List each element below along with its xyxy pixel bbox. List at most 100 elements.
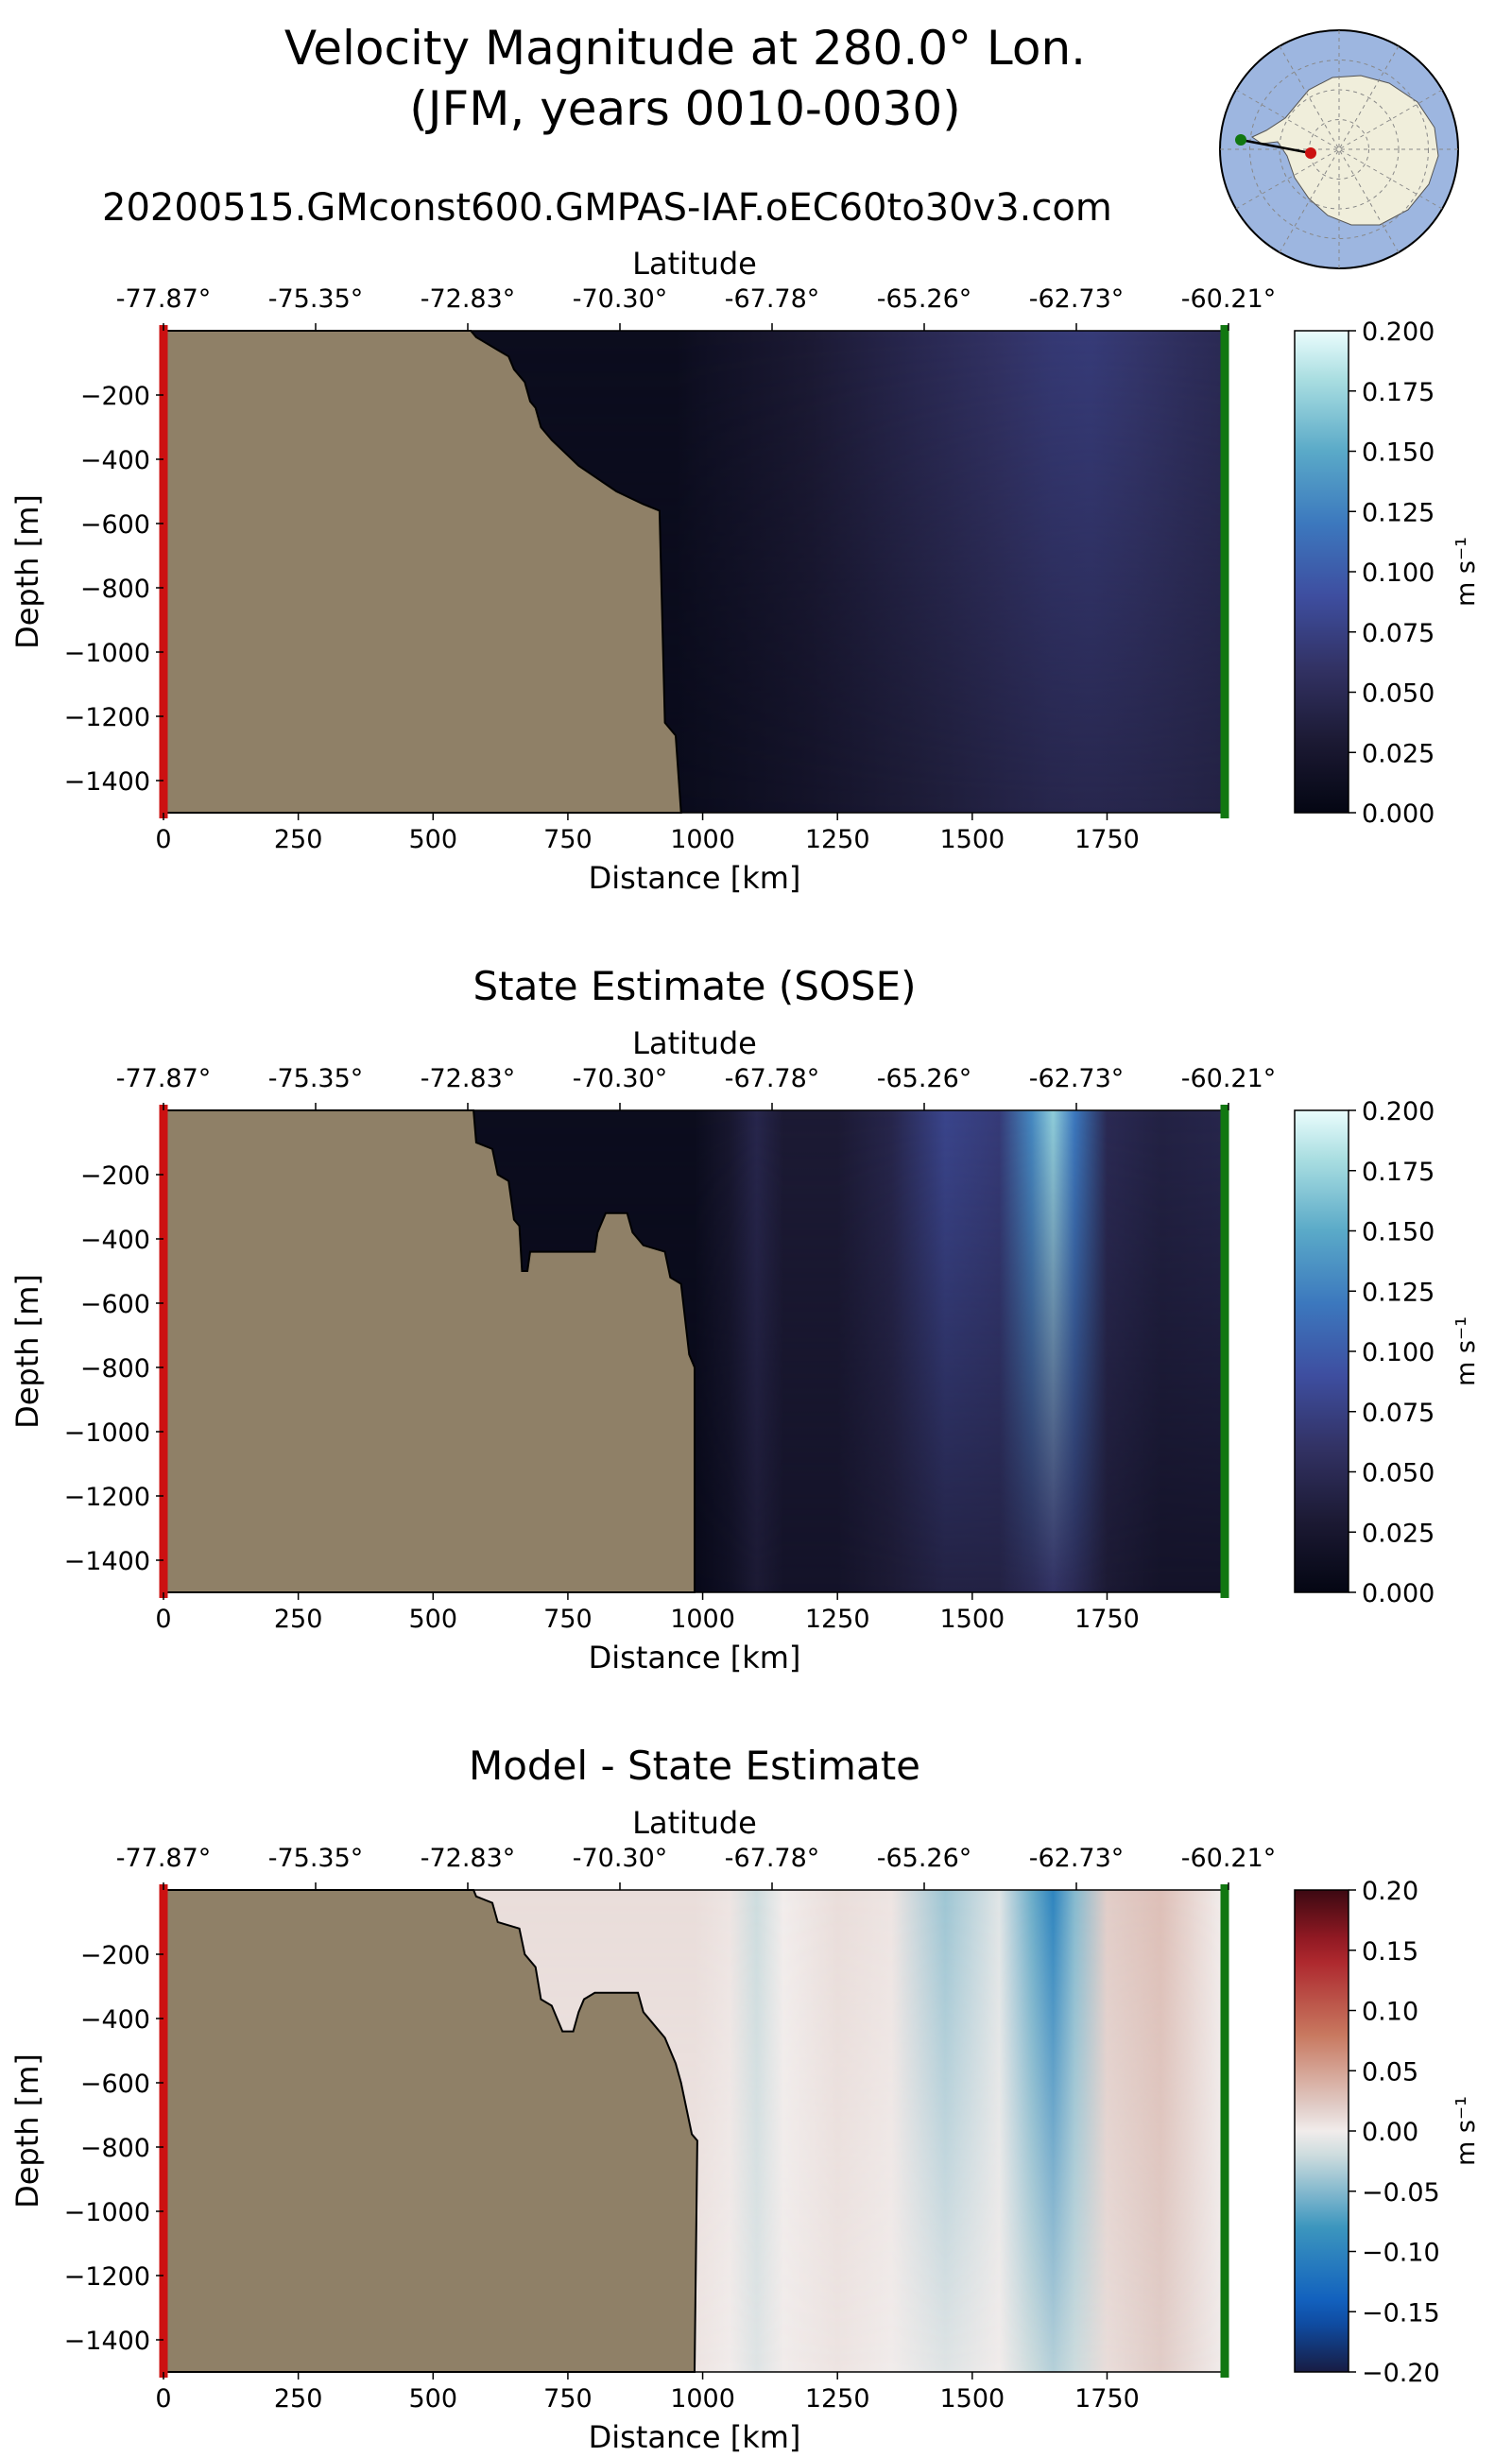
lat-tick-label: -77.87° — [116, 284, 212, 314]
panel-1: 0 250 500 750 1000 1250 1500 1750 Distance [km] -… — [9, 246, 1481, 896]
figure-title-line2: (JFM, years 0010-0030) — [409, 81, 960, 136]
colorbar-tick-label: 0.175 — [1362, 1158, 1435, 1187]
colorbar-tick-label: 0.150 — [1362, 438, 1435, 468]
colorbar — [1294, 1889, 1349, 2373]
y-tick-label: −1400 — [64, 1547, 150, 1576]
lat-tick-label: -72.83° — [421, 284, 516, 314]
x-tick-label: 0 — [155, 825, 171, 854]
inset-section-line — [1240, 138, 1312, 155]
lat-tick-label: -75.35° — [268, 284, 364, 314]
y-tick-label: −400 — [80, 446, 150, 475]
colorbar-tick-label: 0.20 — [1362, 1877, 1418, 1906]
x-tick-label: 1750 — [1074, 1605, 1140, 1634]
panel-2: State Estimate (SOSE) 0 250 500 750 1000 1250 1… — [9, 963, 1481, 1675]
y-tick-label: −400 — [80, 1226, 150, 1255]
y-tick-label: −400 — [80, 2005, 150, 2035]
y-axis-label: Depth [m] — [9, 1274, 45, 1429]
x-axis-label: Distance [km] — [589, 2419, 801, 2455]
x-tick-label: 250 — [274, 825, 323, 854]
x-tick-label: 500 — [409, 1605, 458, 1634]
bathymetry-land — [163, 330, 682, 814]
x-tick-label: 0 — [155, 1605, 171, 1634]
y-tick-label: −600 — [80, 510, 150, 540]
lat-tick-label: -70.30° — [573, 284, 668, 314]
x-axis-label: Distance [km] — [589, 860, 801, 896]
y-tick-label: −1200 — [64, 1483, 150, 1512]
lat-tick-label: -75.35° — [268, 1844, 364, 1873]
colorbar-label: m s⁻¹ — [1452, 537, 1481, 607]
lat-tick-label: -62.73° — [1029, 284, 1125, 314]
figure-title-line1: Velocity Magnitude at 280.0° Lon. — [284, 21, 1086, 76]
panel-3: Model - State Estimate 0 250 500 750 1000 1250… — [9, 1743, 1481, 2455]
lat-tick-label: -65.26° — [877, 1844, 972, 1873]
inset-meridian — [1235, 89, 1443, 210]
x-tick-label: 1500 — [939, 1605, 1005, 1634]
inset-end-marker — [1235, 134, 1246, 146]
x-tick-label: 1000 — [670, 1605, 735, 1634]
colorbar-tick-label: 0.15 — [1362, 1937, 1418, 1967]
y-tick-label: −1000 — [64, 1418, 150, 1448]
colorbar-tick-label: 0.075 — [1362, 619, 1435, 648]
colorbar-tick-label: −0.10 — [1362, 2239, 1440, 2268]
colorbar-tick-label: 0.025 — [1362, 1519, 1435, 1548]
colorbar-tick-label: 0.200 — [1362, 318, 1435, 347]
y-tick-label: −800 — [80, 2134, 150, 2163]
x-tick-label: 1000 — [670, 825, 735, 854]
y-axis-label: Depth [m] — [9, 494, 45, 649]
x-tick-label: 1500 — [939, 2384, 1005, 2414]
colorbar-tick-label: −0.15 — [1362, 2298, 1440, 2328]
lat-tick-label: -60.21° — [1181, 1064, 1277, 1093]
lat-tick-label: -75.35° — [268, 1064, 364, 1093]
panel-title: State Estimate (SOSE) — [472, 963, 916, 1009]
colorbar-tick-label: 0.000 — [1362, 799, 1435, 829]
x-tick-label: 750 — [543, 2384, 593, 2414]
x-tick-label: 1500 — [939, 825, 1005, 854]
top-axis-label: Latitude — [632, 1025, 757, 1061]
bathymetry-land — [163, 1109, 696, 1593]
colorbar-tick-label: 0.025 — [1362, 739, 1435, 768]
inset-meridian — [1279, 45, 1400, 253]
x-tick-label: 500 — [409, 825, 458, 854]
lat-tick-label: -65.26° — [877, 1064, 972, 1093]
y-tick-label: −600 — [80, 2070, 150, 2099]
lat-tick-label: -65.26° — [877, 284, 972, 314]
lat-tick-label: -77.87° — [116, 1064, 212, 1093]
lat-tick-label: -67.78° — [725, 1844, 820, 1873]
lat-tick-label: -62.73° — [1029, 1844, 1125, 1873]
section-panels: 0 250 500 750 1000 1250 1500 1750 Distance [km] -… — [9, 246, 1481, 2455]
colorbar-tick-label: 0.100 — [1362, 558, 1435, 588]
colorbar-tick-label: 0.05 — [1362, 2057, 1418, 2087]
x-tick-label: 1250 — [805, 2384, 870, 2414]
antarctica-map-inset — [1219, 29, 1459, 269]
y-tick-label: −200 — [80, 1161, 150, 1191]
colorbar-tick-label: 0.150 — [1362, 1218, 1435, 1247]
top-axis-label: Latitude — [632, 1805, 757, 1841]
colorbar-tick-label: 0.000 — [1362, 1579, 1435, 1608]
colorbar-tick-label: 0.050 — [1362, 679, 1435, 709]
inset-gridline — [1249, 60, 1429, 239]
x-tick-label: 750 — [543, 825, 593, 854]
y-axis-label: Depth [m] — [9, 2053, 45, 2208]
colorbar-tick-label: 0.100 — [1362, 1338, 1435, 1367]
lat-tick-label: -67.78° — [725, 284, 820, 314]
x-tick-label: 250 — [274, 1605, 323, 1634]
colorbar-tick-label: 0.125 — [1362, 1278, 1435, 1307]
colorbar-tick-label: 0.125 — [1362, 498, 1435, 527]
y-tick-label: −1000 — [64, 639, 150, 668]
inset-start-marker — [1305, 147, 1316, 159]
colorbar-tick-label: −0.05 — [1362, 2178, 1440, 2208]
inset-meridian — [1279, 45, 1400, 253]
colorbar-tick-label: 0.050 — [1362, 1459, 1435, 1488]
colorbar-label: m s⁻¹ — [1452, 1316, 1481, 1386]
y-tick-label: −1400 — [64, 2327, 150, 2356]
bathymetry-land — [163, 1889, 698, 2373]
x-tick-label: 1250 — [805, 1605, 870, 1634]
y-tick-label: −200 — [80, 1941, 150, 1970]
x-tick-label: 750 — [543, 1605, 593, 1634]
top-axis-label: Latitude — [632, 246, 757, 282]
x-tick-label: 1750 — [1074, 2384, 1140, 2414]
lat-tick-label: -72.83° — [421, 1064, 516, 1093]
inset-meridian — [1235, 89, 1443, 210]
x-tick-label: 250 — [274, 2384, 323, 2414]
